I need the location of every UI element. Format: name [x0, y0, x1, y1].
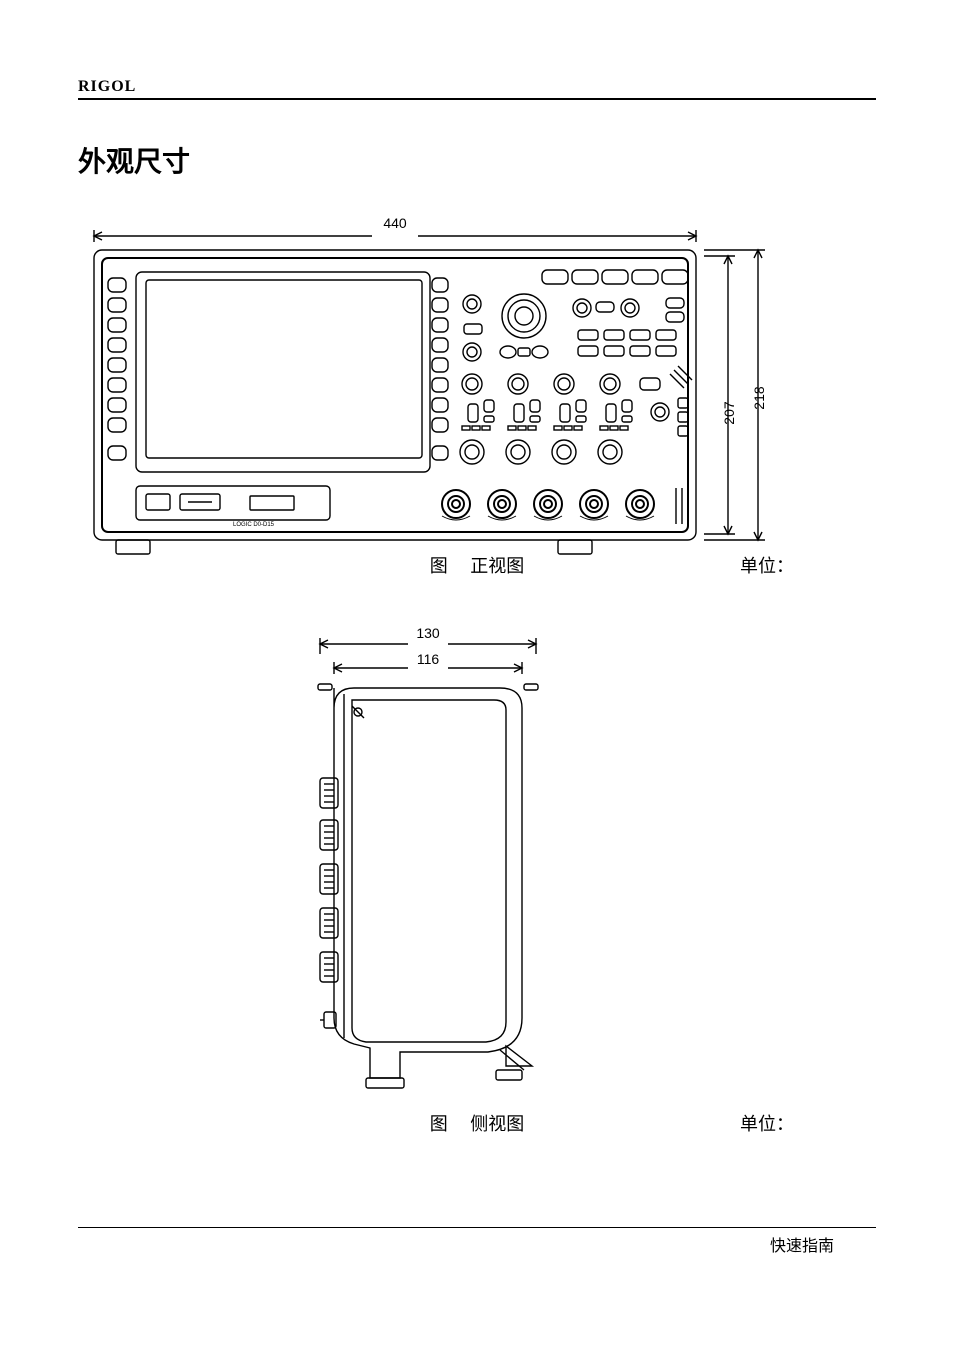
footer-rule	[78, 1227, 876, 1228]
front-view-svg: LOGIC D0-D15	[80, 200, 770, 560]
dim-width: 440	[383, 215, 407, 231]
figure-side-view: 130 116	[300, 608, 560, 1098]
figure1-unit-label: 单位：	[740, 552, 794, 578]
figure1-caption-prefix: 图	[430, 552, 448, 578]
dim-depth-outer: 130	[416, 625, 440, 641]
figure2-caption: 图 侧视图 单位：	[0, 1110, 954, 1136]
document-page: RIGOL 外观尺寸	[0, 0, 954, 1348]
figure1-caption-label: 正视图	[470, 552, 524, 578]
figure2-caption-prefix: 图	[430, 1114, 448, 1134]
dim-height-outer: 218	[751, 386, 767, 410]
figure-front-view: LOGIC D0-D15	[80, 200, 770, 560]
dim-height-inner: 207	[721, 401, 737, 425]
header-rule	[78, 98, 876, 100]
dim-depth-inner: 116	[417, 651, 440, 667]
section-title: 外观尺寸	[78, 140, 190, 180]
side-view-svg: 130 116	[300, 608, 560, 1098]
figure1-caption: 图 正视图 单位：	[0, 552, 954, 578]
brand-label: RIGOL	[78, 78, 136, 96]
figure2-caption-label: 侧视图	[470, 1114, 524, 1134]
svg-text:LOGIC D0-D15: LOGIC D0-D15	[233, 522, 275, 528]
footer-text: 快速指南	[770, 1232, 834, 1256]
figure2-unit-label: 单位：	[740, 1110, 794, 1136]
